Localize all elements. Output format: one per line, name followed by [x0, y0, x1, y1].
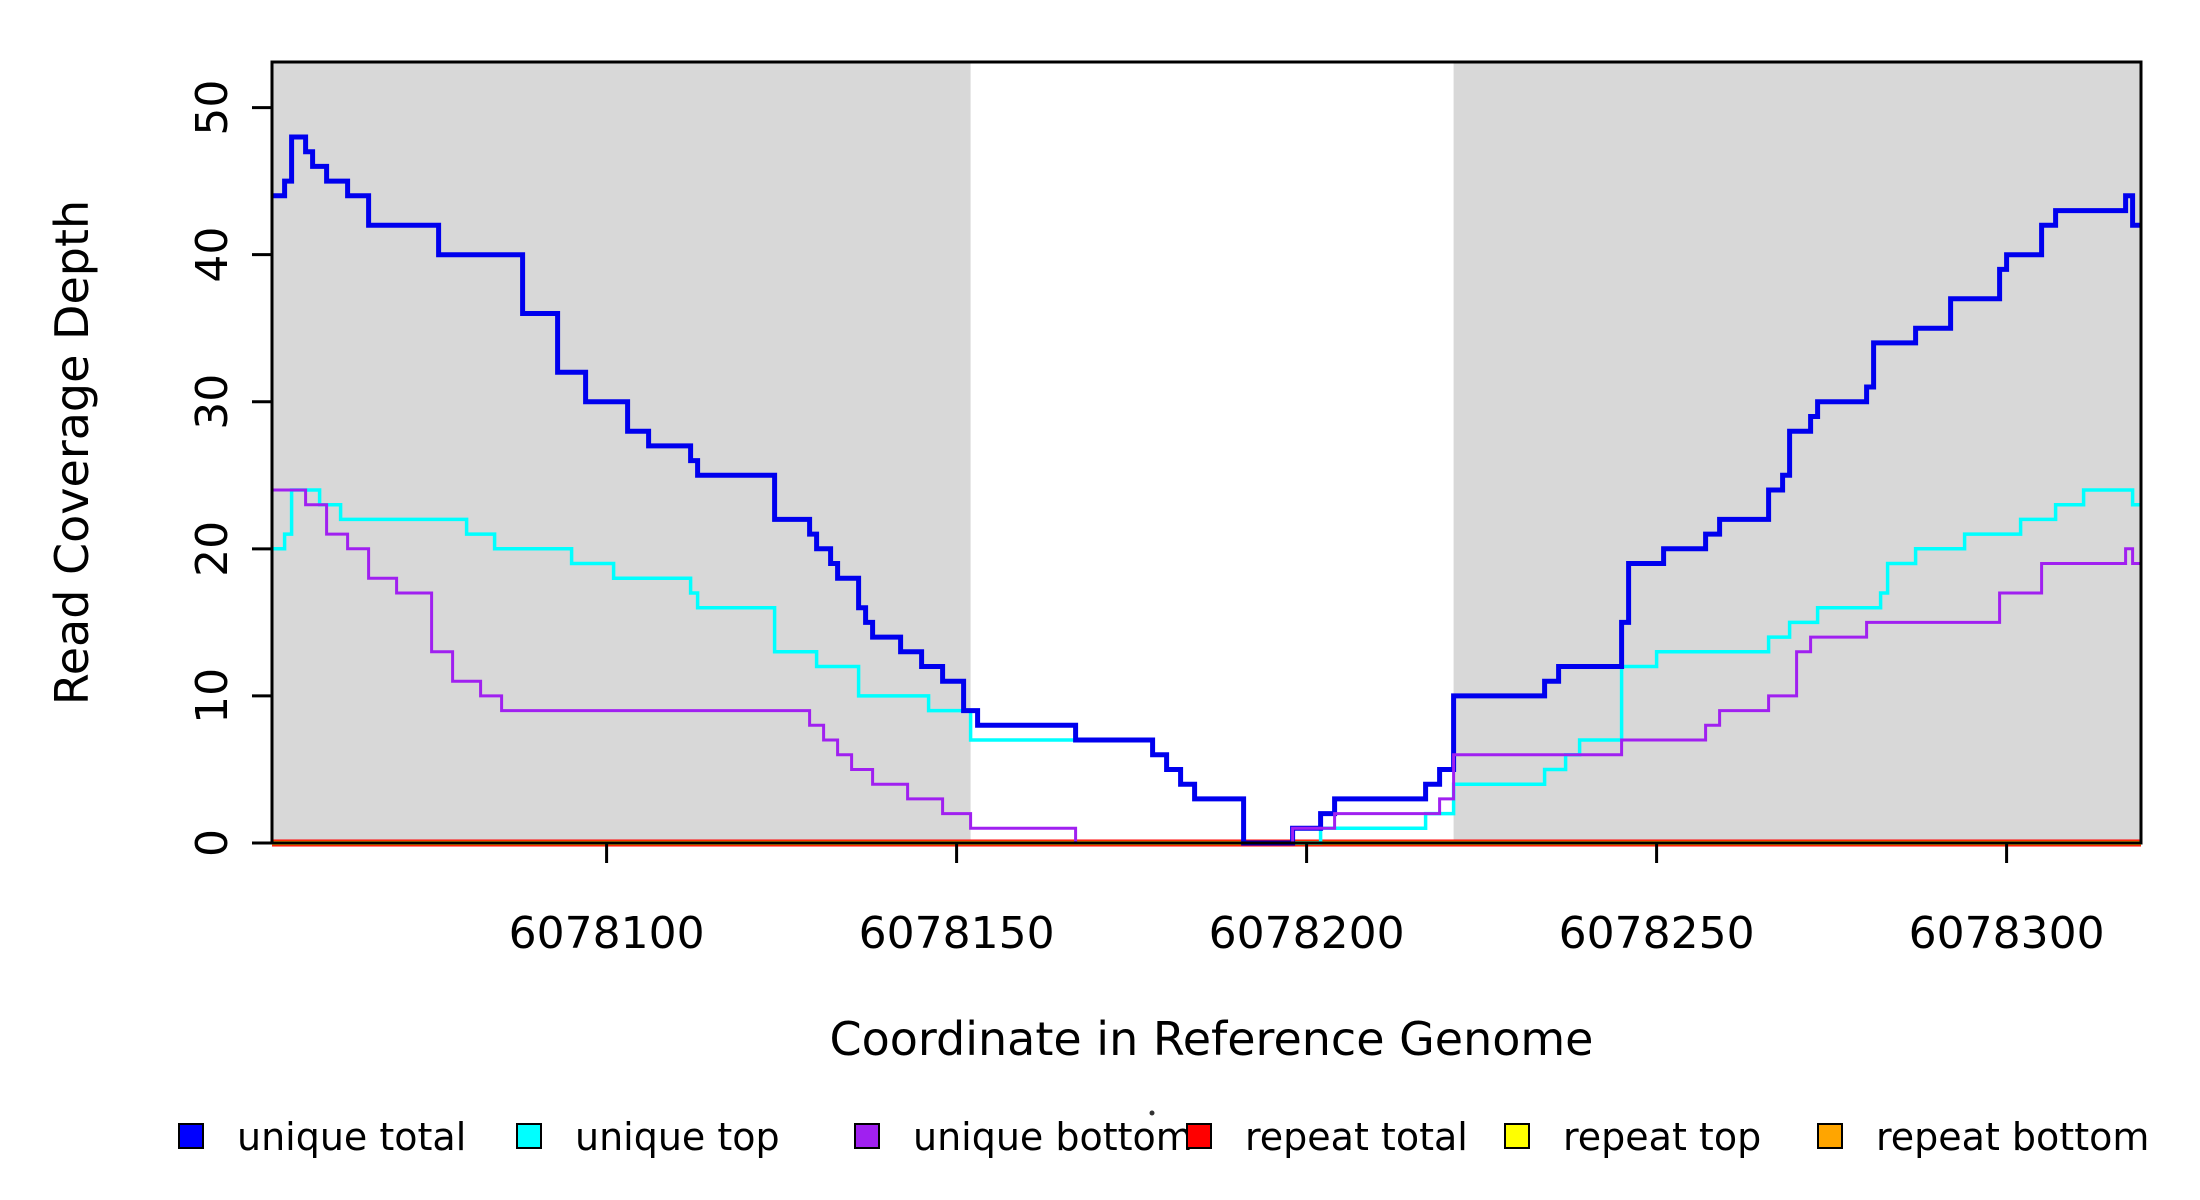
- x-tick-label: 6078100: [509, 908, 705, 959]
- plot-frame: [270, 60, 2143, 845]
- y-tick-label: 0: [187, 829, 238, 857]
- legend-label-repeat-bottom: repeat bottom: [1876, 1115, 2149, 1159]
- x-tick-label: 6078200: [1209, 908, 1405, 959]
- y-tick-label: 20: [187, 521, 238, 577]
- legend-swatch-unique-top: [516, 1123, 542, 1149]
- right-repeat-region: [1453, 62, 2141, 843]
- series-line-unique-bottom: [272, 488, 2141, 845]
- y-tick-label: 30: [187, 374, 238, 430]
- legend-swatch-repeat-bottom: [1817, 1123, 1843, 1149]
- y-tick-label: 10: [187, 668, 238, 724]
- x-axis-title: Coordinate in Reference Genome: [830, 1012, 1594, 1066]
- legend-swatch-repeat-top: [1504, 1123, 1530, 1149]
- stray-dot: [1149, 1110, 1155, 1116]
- legend-label-unique-total: unique total: [237, 1115, 466, 1159]
- y-tick-label: 50: [187, 80, 238, 136]
- legend-label-repeat-total: repeat total: [1245, 1115, 1468, 1159]
- legend-swatch-repeat-total: [1186, 1123, 1212, 1149]
- y-tick-label: 40: [187, 227, 238, 283]
- legend-label-unique-top: unique top: [575, 1115, 780, 1159]
- y-axis-title: Read Coverage Depth: [45, 200, 99, 705]
- x-tick-label: 6078150: [859, 908, 1055, 959]
- x-tick-label: 6078300: [1909, 908, 2105, 959]
- legend-label-repeat-top: repeat top: [1563, 1115, 1761, 1159]
- legend-swatch-unique-total: [178, 1123, 204, 1149]
- left-repeat-region: [272, 62, 971, 843]
- x-tick-label: 6078250: [1559, 908, 1755, 959]
- legend-label-unique-bottom: unique bottom: [913, 1115, 1193, 1159]
- legend-swatch-unique-bottom: [854, 1123, 880, 1149]
- series-line-unique-total: [272, 134, 2141, 846]
